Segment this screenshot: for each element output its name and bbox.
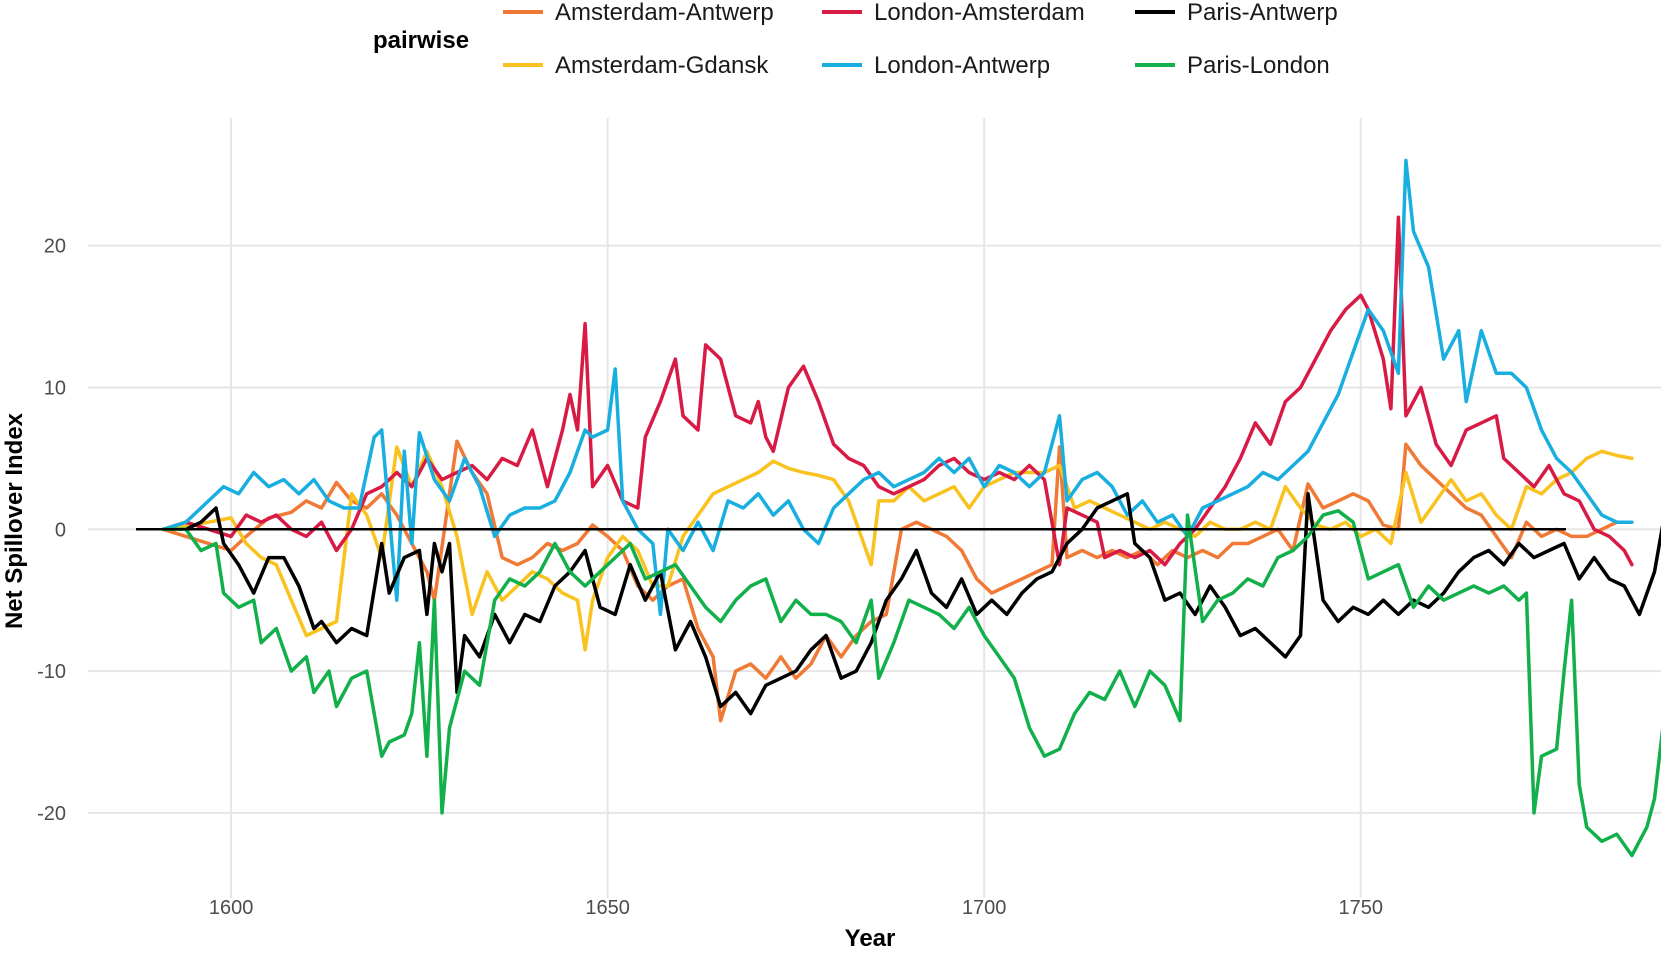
legend: pairwise Amsterdam-Antwerp Amsterdam-Gdan… [373, 0, 1338, 79]
legend-label-amsterdam-antwerp: Amsterdam-Antwerp [555, 0, 774, 26]
y-tick-label: -10 [37, 661, 66, 683]
y-tick-label: 0 [55, 519, 66, 541]
legend-title: pairwise [373, 27, 469, 54]
y-tick-label: -20 [37, 803, 66, 825]
series-line-paris-antwerp [161, 492, 1661, 716]
y-tick-label: 20 [44, 236, 66, 258]
gridlines [88, 118, 1661, 898]
legend-label-amsterdam-gdansk: Amsterdam-Gdansk [555, 52, 769, 79]
legend-label-paris-london: Paris-London [1187, 52, 1330, 79]
series-line-london-amsterdam [161, 215, 1634, 567]
x-tick-label: 1750 [1339, 897, 1384, 919]
x-tick-label: 1600 [209, 897, 254, 919]
y-tick-label: 10 [44, 377, 66, 399]
legend-label-london-antwerp: London-Antwerp [874, 52, 1050, 79]
x-tick-label: 1700 [962, 897, 1007, 919]
series-line-amsterdam-antwerp [161, 439, 1619, 723]
tick-labels: 1600 1650 1700 1750 -20 -10 0 10 20 [37, 236, 1383, 919]
x-axis-title: Year [845, 925, 896, 952]
x-tick-label: 1650 [585, 897, 630, 919]
y-axis-title: Net Spillover Index [1, 412, 28, 629]
series-line-paris-london [161, 509, 1661, 858]
series-line-london-antwerp [161, 158, 1634, 617]
legend-label-paris-antwerp: Paris-Antwerp [1187, 0, 1338, 26]
legend-label-london-amsterdam: London-Amsterdam [874, 0, 1085, 26]
series-lines [161, 158, 1661, 858]
